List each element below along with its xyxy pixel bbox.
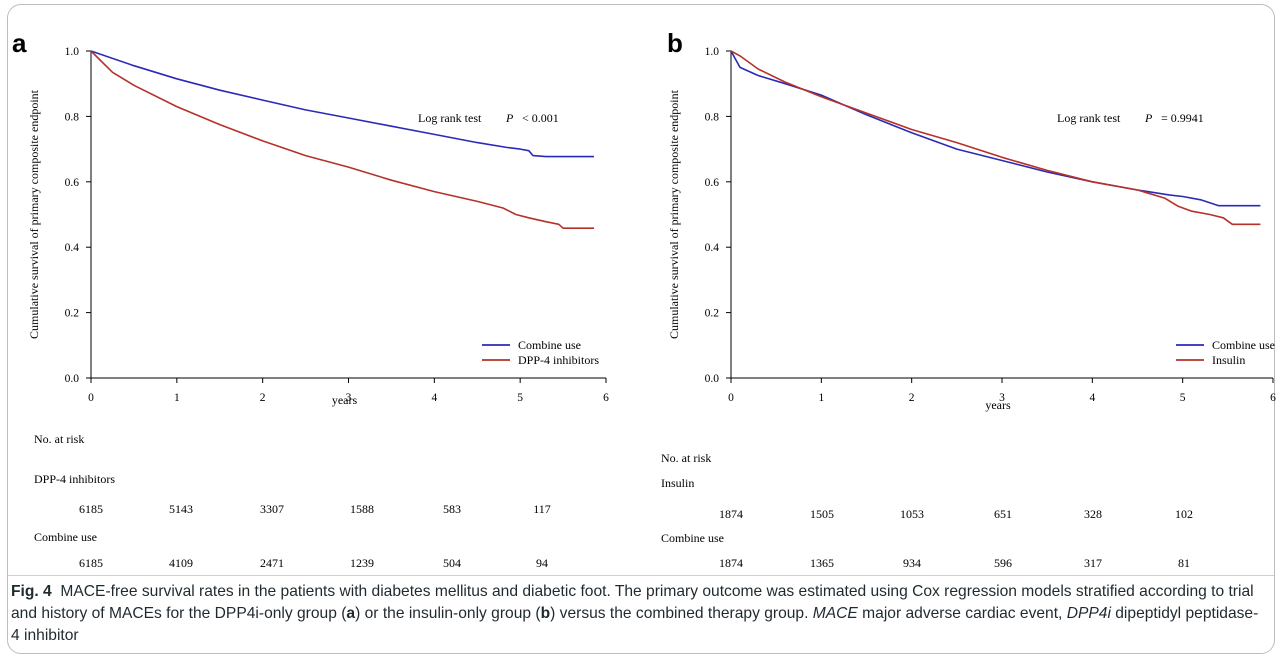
risk-value: 1874 — [719, 556, 743, 570]
risk-value: 583 — [443, 502, 461, 516]
risk-table-title: No. at risk — [661, 451, 711, 465]
x-tick-label: 0 — [728, 392, 734, 404]
risk-group-label: Combine use — [34, 530, 97, 544]
risk-value: 6185 — [79, 502, 103, 516]
risk-value: 4109 — [169, 556, 193, 570]
x-tick-label: 3 — [999, 392, 1005, 404]
x-tick-label: 5 — [517, 392, 523, 404]
risk-value: 1053 — [900, 507, 924, 521]
risk-value: 504 — [443, 556, 461, 570]
caption-ref-a: a — [346, 605, 356, 622]
p-symbol: P — [505, 111, 514, 125]
risk-group-label: Insulin — [661, 476, 694, 490]
legend-label: Combine use — [1212, 338, 1275, 352]
x-tick-label: 2 — [260, 392, 266, 404]
y-tick-label: 0.2 — [65, 308, 80, 320]
risk-value: 5143 — [169, 502, 193, 516]
risk-value: 94 — [536, 556, 548, 570]
risk-value: 1874 — [719, 507, 743, 521]
y-tick-label: 0.8 — [705, 111, 720, 123]
caption-abbr-dpp4i: DPP4i — [1066, 605, 1111, 622]
legend-label: DPP-4 inhibitors — [518, 353, 599, 367]
x-tick-label: 2 — [909, 392, 915, 404]
risk-value: 117 — [533, 502, 551, 516]
risk-value: 1588 — [350, 502, 374, 516]
risk-value: 328 — [1084, 507, 1102, 521]
panel-letter-b: b — [667, 28, 683, 58]
figure-charts: a 0.0 0.2 0.4 0.6 0.8 1.0 0 1 2 3 4 5 6 Cumulative sur… — [12, 28, 1276, 570]
risk-value: 596 — [994, 556, 1012, 570]
risk-value: 1505 — [810, 507, 834, 521]
risk-value: 1365 — [810, 556, 834, 570]
survival-curve-combine-use — [730, 50, 1261, 207]
caption-text-1: MACE-free survival rates in the patients… — [11, 583, 1254, 622]
y-axis-label: Cumulative survival of primary composite… — [27, 89, 41, 339]
y-tick-label: 1.0 — [705, 46, 720, 58]
caption-figure-label: Fig. 4 — [11, 583, 52, 600]
risk-value: 102 — [1175, 507, 1193, 521]
legend-label: Insulin — [1212, 353, 1245, 367]
log-rank-label: Log rank test — [418, 111, 482, 125]
p-value: < 0.001 — [522, 111, 559, 125]
caption-abbr-mace: MACE — [812, 605, 858, 622]
y-tick-label: 1.0 — [65, 46, 80, 58]
caption-text-3: ) versus the combined therapy group. — [550, 605, 813, 622]
p-value: = 0.9941 — [1161, 111, 1204, 125]
survival-curve-combine-use — [90, 50, 594, 158]
x-tick-label: 4 — [431, 392, 437, 404]
caption-ref-b: b — [540, 605, 551, 622]
x-tick-label: 0 — [88, 392, 94, 404]
p-symbol: P — [1144, 111, 1153, 125]
y-tick-label: 0.2 — [705, 308, 720, 320]
y-tick-label: 0.6 — [705, 177, 720, 189]
y-tick-label: 0.0 — [705, 373, 720, 385]
caption-text-4: major adverse cardiac event, — [857, 605, 1067, 622]
caption-text-2: ) or the insulin-only group ( — [355, 605, 541, 622]
risk-value: 651 — [994, 507, 1012, 521]
risk-value: 934 — [903, 556, 921, 570]
risk-value: 1239 — [350, 556, 374, 570]
x-tick-label: 6 — [1270, 392, 1276, 404]
legend-label: Combine use — [518, 338, 581, 352]
figure-caption: Fig. 4 MACE-free survival rates in the p… — [11, 581, 1266, 647]
y-tick-label: 0.4 — [705, 242, 720, 254]
x-tick-label: 3 — [346, 392, 352, 404]
figure-frame — [7, 4, 1275, 654]
panel-letter-a: a — [12, 28, 27, 58]
y-tick-label: 0.4 — [65, 242, 80, 254]
risk-value: 317 — [1084, 556, 1102, 570]
risk-value: 81 — [1178, 556, 1190, 570]
risk-table-title: No. at risk — [34, 432, 84, 446]
y-tick-label: 0.0 — [65, 373, 80, 385]
risk-value: 6185 — [79, 556, 103, 570]
caption-separator — [8, 575, 1274, 576]
x-tick-label: 4 — [1089, 392, 1095, 404]
y-tick-label: 0.8 — [65, 111, 80, 123]
x-tick-label: 1 — [818, 392, 824, 404]
y-axis-label: Cumulative survival of primary composite… — [667, 89, 681, 339]
risk-group-label: Combine use — [661, 531, 724, 545]
survival-curve-insulin — [730, 50, 1261, 226]
x-axis-label: years — [332, 393, 358, 407]
y-tick-label: 0.6 — [65, 177, 80, 189]
survival-curve-dpp-4-inhibitors — [90, 50, 594, 229]
risk-value: 3307 — [260, 502, 284, 516]
x-axis-label: years — [985, 398, 1011, 412]
caption-text-5: dipeptidyl peptidase-4 inhibitor — [11, 605, 1259, 644]
x-tick-label: 5 — [1180, 392, 1186, 404]
log-rank-label: Log rank test — [1057, 111, 1121, 125]
risk-group-label: DPP-4 inhibitors — [34, 472, 115, 486]
risk-value: 2471 — [260, 556, 284, 570]
x-tick-label: 6 — [603, 392, 609, 404]
x-tick-label: 1 — [174, 392, 180, 404]
